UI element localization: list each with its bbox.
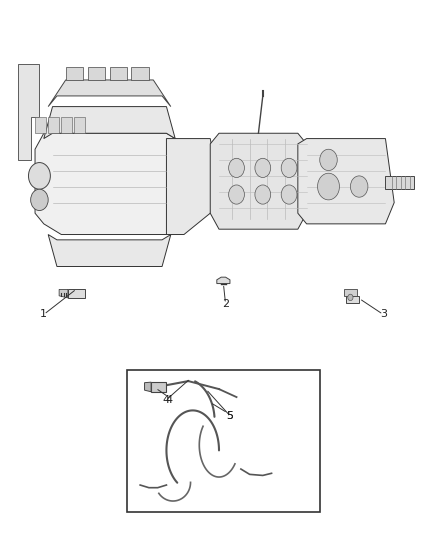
Bar bbox=[151, 382, 166, 392]
Circle shape bbox=[350, 176, 368, 197]
Polygon shape bbox=[59, 289, 68, 298]
Bar bbox=[66, 67, 83, 80]
Text: 4: 4 bbox=[163, 395, 170, 405]
Bar bbox=[385, 176, 414, 189]
Bar bbox=[110, 67, 127, 80]
Circle shape bbox=[255, 158, 271, 177]
Text: 4: 4 bbox=[165, 395, 172, 405]
Bar bbox=[48, 117, 59, 133]
Text: 5: 5 bbox=[226, 411, 233, 421]
Bar bbox=[131, 67, 149, 80]
Text: 3: 3 bbox=[380, 310, 387, 319]
Text: 5: 5 bbox=[226, 411, 233, 421]
Polygon shape bbox=[298, 139, 394, 224]
Circle shape bbox=[28, 163, 50, 189]
Bar bbox=[127, 370, 320, 512]
Polygon shape bbox=[166, 139, 219, 235]
Circle shape bbox=[31, 189, 48, 211]
Polygon shape bbox=[217, 277, 230, 284]
Polygon shape bbox=[346, 296, 359, 303]
Bar bbox=[61, 117, 72, 133]
Polygon shape bbox=[44, 107, 175, 139]
Polygon shape bbox=[48, 80, 171, 107]
Text: 2: 2 bbox=[222, 299, 229, 309]
Circle shape bbox=[318, 173, 339, 200]
Circle shape bbox=[281, 185, 297, 204]
Bar bbox=[68, 289, 85, 298]
Circle shape bbox=[229, 158, 244, 177]
Bar bbox=[35, 117, 46, 133]
Bar bbox=[88, 67, 105, 80]
Circle shape bbox=[348, 294, 353, 301]
Polygon shape bbox=[210, 133, 307, 229]
Circle shape bbox=[281, 158, 297, 177]
Bar bbox=[74, 117, 85, 133]
Polygon shape bbox=[35, 133, 184, 235]
Polygon shape bbox=[145, 382, 151, 392]
Text: 1: 1 bbox=[40, 310, 47, 319]
Polygon shape bbox=[48, 235, 171, 266]
Circle shape bbox=[229, 185, 244, 204]
Polygon shape bbox=[18, 64, 39, 160]
Polygon shape bbox=[344, 289, 357, 296]
Circle shape bbox=[255, 185, 271, 204]
Circle shape bbox=[320, 149, 337, 171]
